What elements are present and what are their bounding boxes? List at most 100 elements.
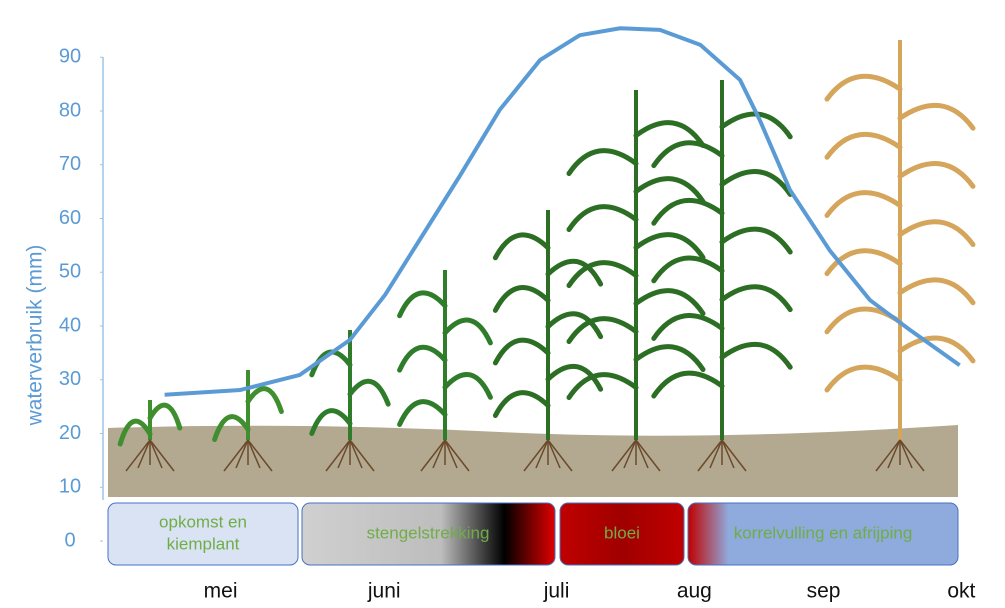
plant-leaf	[824, 364, 903, 393]
y-tick-label: 30	[59, 368, 81, 390]
phase-box	[687, 502, 959, 566]
y-tick-label: 40	[59, 314, 81, 336]
x-tick-label: aug	[677, 580, 712, 603]
plant-root	[223, 439, 249, 472]
plant-leaf	[309, 408, 353, 436]
plant-leaf	[117, 418, 153, 447]
plant-leaf	[824, 248, 903, 277]
plant-leaf	[545, 363, 604, 392]
phase-box	[107, 502, 299, 566]
plant-root	[535, 439, 549, 469]
plant-root	[697, 439, 723, 472]
x-tick-label: mei	[204, 580, 238, 603]
plant-root	[444, 439, 458, 469]
plant-leaf	[633, 120, 706, 148]
plant-leaf	[545, 311, 604, 340]
plant-root	[149, 439, 175, 472]
plant-leaf	[897, 335, 976, 364]
plant-leaf	[347, 378, 391, 407]
plant-leaf	[651, 313, 725, 341]
plant-leaf	[633, 232, 706, 260]
plant-root	[623, 439, 637, 469]
plant-leaf	[545, 258, 604, 287]
plant-leaf	[719, 226, 793, 255]
y-tick-label: 60	[59, 207, 81, 229]
x-tick-label: juli	[543, 580, 570, 603]
plant-root	[149, 439, 163, 469]
plant-leaf	[633, 344, 706, 372]
plant-root	[137, 439, 151, 469]
plant-root	[523, 439, 549, 472]
x-tick-label: okt	[947, 580, 975, 603]
plant-leaf	[397, 344, 448, 373]
plant-leaf	[824, 73, 903, 102]
plant-leaf	[442, 371, 493, 400]
plant-root	[899, 439, 913, 469]
plants	[117, 40, 976, 472]
plant-leaf	[566, 372, 639, 400]
plant-root	[547, 439, 573, 472]
plant-leaf	[566, 204, 639, 232]
plant-leaf	[633, 176, 706, 204]
plant-root	[235, 439, 249, 469]
plant-root	[432, 439, 446, 469]
y-tick-label: 0	[64, 529, 75, 551]
plant-root	[887, 439, 901, 469]
y-tick-label: 10	[59, 476, 81, 498]
x-tick-label: juni	[367, 580, 401, 603]
plant-leaf	[566, 260, 639, 288]
plant-leaf	[492, 337, 551, 366]
plant-leaf	[147, 402, 183, 431]
plant-root	[325, 439, 351, 472]
plant-leaf	[824, 131, 903, 160]
plant-root	[635, 439, 649, 469]
plant-root	[247, 439, 261, 469]
y-axis-label: waterverbruik (mm)	[24, 245, 47, 427]
plant-root	[547, 439, 561, 469]
y-tick-label: 70	[59, 153, 81, 175]
plant-root	[349, 439, 375, 472]
plant-leaf	[897, 102, 976, 131]
plant-leaf	[566, 316, 639, 344]
phase-label: opkomst en	[159, 512, 247, 531]
plant-leaf	[492, 232, 551, 261]
plant-leaf	[566, 148, 639, 176]
plant-leaf	[492, 285, 551, 313]
y-tick-label: 90	[59, 46, 81, 68]
plant-leaf	[651, 140, 725, 169]
plant-leaf	[719, 284, 793, 313]
water-use-line	[164, 26, 961, 397]
plant-leaf	[897, 277, 976, 306]
plant-root	[899, 439, 925, 472]
plant-root	[349, 439, 363, 469]
plant-root	[337, 439, 351, 469]
plant-root	[444, 439, 470, 472]
plant-leaf	[212, 414, 251, 442]
plant-root	[611, 439, 637, 472]
plant-leaf	[442, 317, 493, 346]
plant-root	[635, 439, 661, 472]
plant-root	[709, 439, 723, 469]
plant-leaf	[719, 169, 793, 197]
phase-box	[301, 502, 556, 566]
plant-root	[721, 439, 747, 472]
plant-leaf	[897, 161, 976, 189]
plant-root	[875, 439, 901, 472]
plant-leaf	[719, 111, 793, 140]
phase-label: bloei	[604, 523, 640, 542]
soil	[108, 425, 958, 497]
plant-leaf	[397, 399, 448, 427]
plant-root	[125, 439, 151, 472]
plant-leaf	[651, 255, 725, 284]
plant-leaf	[492, 390, 551, 418]
phase-label: kiemplant	[167, 534, 240, 553]
plant-leaf	[719, 341, 793, 370]
plant-leaf	[633, 288, 706, 316]
plant-leaf	[651, 197, 725, 226]
plant-leaf	[397, 290, 448, 319]
plant-root	[420, 439, 446, 472]
y-tick-label: 50	[59, 261, 81, 283]
y-tick-label: 20	[59, 422, 81, 444]
phase-label: korrelvulling en afrijping	[734, 523, 913, 542]
